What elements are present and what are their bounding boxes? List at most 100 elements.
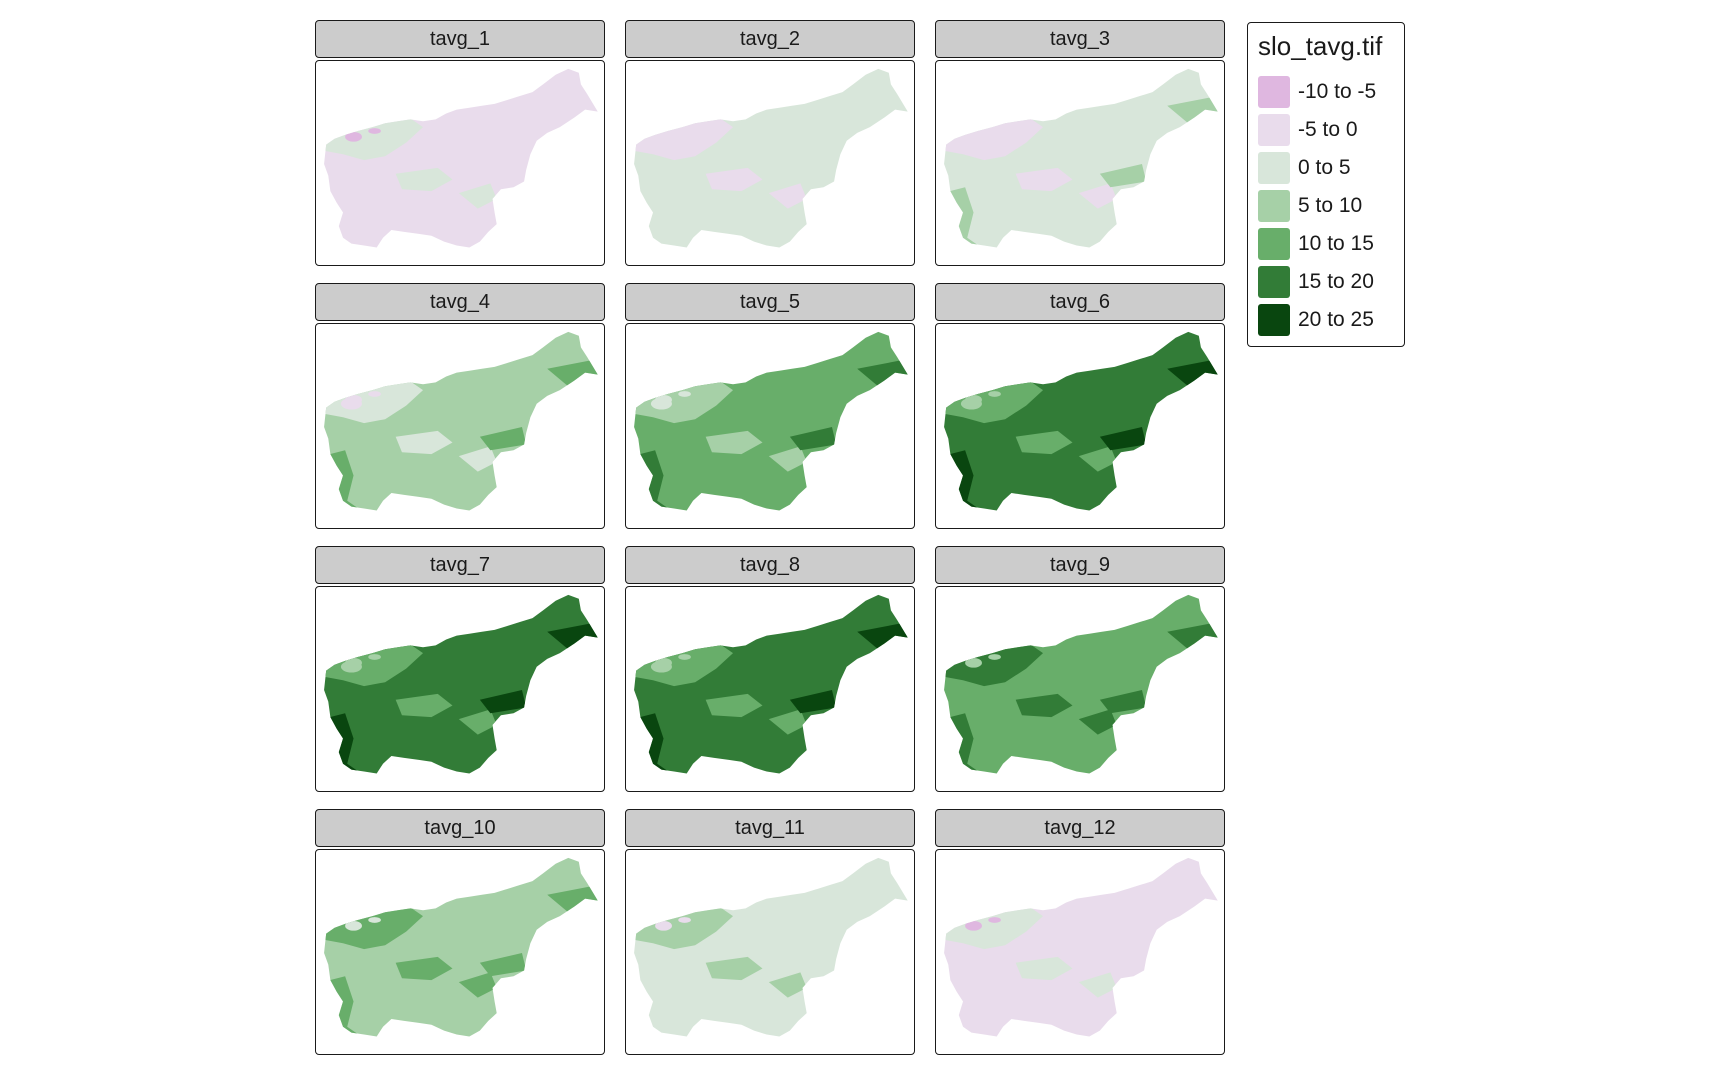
plateau-zone xyxy=(1078,972,1117,998)
alpine-peak-cold xyxy=(345,657,362,668)
legend-swatch xyxy=(1258,114,1290,146)
facet-strip-label: tavg_10 xyxy=(315,809,605,847)
map-frame xyxy=(315,323,605,529)
slovenia-map xyxy=(634,857,908,1037)
country-fill xyxy=(324,331,598,511)
facet-strip-label: tavg_6 xyxy=(935,283,1225,321)
map-frame xyxy=(935,323,1225,529)
plateau-zone xyxy=(1078,446,1117,472)
slovenia-map xyxy=(324,68,598,248)
map-frame xyxy=(625,586,915,792)
slovenia-map xyxy=(944,68,1218,248)
plateau-zone xyxy=(705,167,763,192)
valley-zone xyxy=(1099,689,1147,714)
country-fill xyxy=(944,857,1218,1037)
legend: slo_tavg.tif -10 to -5 -5 to 0 0 to 5 5 to … xyxy=(1247,22,1405,347)
valley-zone xyxy=(479,689,527,714)
valley-zone xyxy=(1099,163,1147,188)
alpine-peak-cold xyxy=(368,128,381,134)
legend-swatch xyxy=(1258,76,1290,108)
alpine-peak-cold xyxy=(965,394,982,405)
facet-strip-label: tavg_11 xyxy=(625,809,915,847)
map-frame xyxy=(315,60,605,266)
plateau-zone xyxy=(1015,693,1073,718)
alpine-peak-cold xyxy=(655,394,672,405)
country-fill xyxy=(944,594,1218,774)
slovenia-map xyxy=(324,857,598,1037)
alpine-peak-cold xyxy=(655,657,672,668)
legend-label: 5 to 10 xyxy=(1298,194,1363,217)
facet-strip-label: tavg_5 xyxy=(625,283,915,321)
plateau-zone xyxy=(458,183,497,209)
alpine-peak-cold xyxy=(678,917,691,923)
legend-label: -5 to 0 xyxy=(1298,118,1358,141)
alpine-peak-cold xyxy=(965,657,982,668)
alpine-peak-cold xyxy=(368,917,381,923)
plateau-zone xyxy=(395,956,453,981)
map-frame xyxy=(625,323,915,529)
alpine-peak-cold xyxy=(655,920,672,931)
facet-strip-label: tavg_12 xyxy=(935,809,1225,847)
alpine-peak-cold xyxy=(678,654,691,660)
alpine-peak-cold xyxy=(368,654,381,660)
plateau-zone xyxy=(395,693,453,718)
facet-strip-label: tavg_2 xyxy=(625,20,915,58)
map-frame xyxy=(315,849,605,1055)
facet-strip-label: tavg_3 xyxy=(935,20,1225,58)
legend-label: -10 to -5 xyxy=(1298,80,1377,103)
country-fill xyxy=(944,331,1218,511)
plateau-zone xyxy=(705,956,763,981)
plateau-zone xyxy=(458,709,497,735)
legend-swatch xyxy=(1258,190,1290,222)
valley-zone xyxy=(789,689,837,714)
alpine-peak xyxy=(650,134,672,147)
facet-strip-label: tavg_1 xyxy=(315,20,605,58)
legend-swatch xyxy=(1258,304,1290,336)
slovenia-map xyxy=(634,68,908,248)
legend-label: 20 to 25 xyxy=(1298,308,1374,331)
alpine-peak-cold xyxy=(988,654,1001,660)
alpine-peak-cold xyxy=(368,391,381,397)
facet-strip-label: tavg_9 xyxy=(935,546,1225,584)
alpine-peak-cold xyxy=(345,394,362,405)
country-fill xyxy=(634,594,908,774)
legend-label: 15 to 20 xyxy=(1298,270,1374,293)
country-fill xyxy=(634,331,908,511)
map-frame xyxy=(315,586,605,792)
plateau-zone xyxy=(768,446,807,472)
valley-zone xyxy=(789,426,837,451)
country-fill xyxy=(324,594,598,774)
alpine-peak-cold xyxy=(988,391,1001,397)
alpine-peak xyxy=(960,134,982,147)
plateau-zone xyxy=(395,430,453,455)
legend-label: 10 to 15 xyxy=(1298,232,1374,255)
alpine-peak-cold xyxy=(965,920,982,931)
plateau-zone xyxy=(705,430,763,455)
slovenia-map xyxy=(944,857,1218,1037)
facet-strip-label: tavg_7 xyxy=(315,546,605,584)
plateau-zone xyxy=(458,446,497,472)
facet-strip-label: tavg_4 xyxy=(315,283,605,321)
alpine-peak-cold xyxy=(345,920,362,931)
map-frame xyxy=(625,849,915,1055)
valley-zone xyxy=(479,426,527,451)
map-frame xyxy=(935,849,1225,1055)
map-frame xyxy=(935,60,1225,266)
legend-swatch xyxy=(1258,228,1290,260)
legend-title: slo_tavg.tif xyxy=(1258,31,1383,61)
country-fill xyxy=(634,857,908,1037)
valley-zone xyxy=(1099,426,1147,451)
alpine-peak-cold xyxy=(345,131,362,142)
facet-strip-label: tavg_8 xyxy=(625,546,915,584)
country-fill xyxy=(324,68,598,248)
plateau-zone xyxy=(458,972,497,998)
plateau-zone xyxy=(768,972,807,998)
country-fill xyxy=(944,68,1218,248)
map-frame xyxy=(935,586,1225,792)
map-frame xyxy=(625,60,915,266)
alpine-peak-cold xyxy=(988,917,1001,923)
slovenia-map xyxy=(634,594,908,774)
plateau-zone xyxy=(1078,709,1117,735)
legend-label: 0 to 5 xyxy=(1298,156,1351,179)
slovenia-map xyxy=(324,594,598,774)
